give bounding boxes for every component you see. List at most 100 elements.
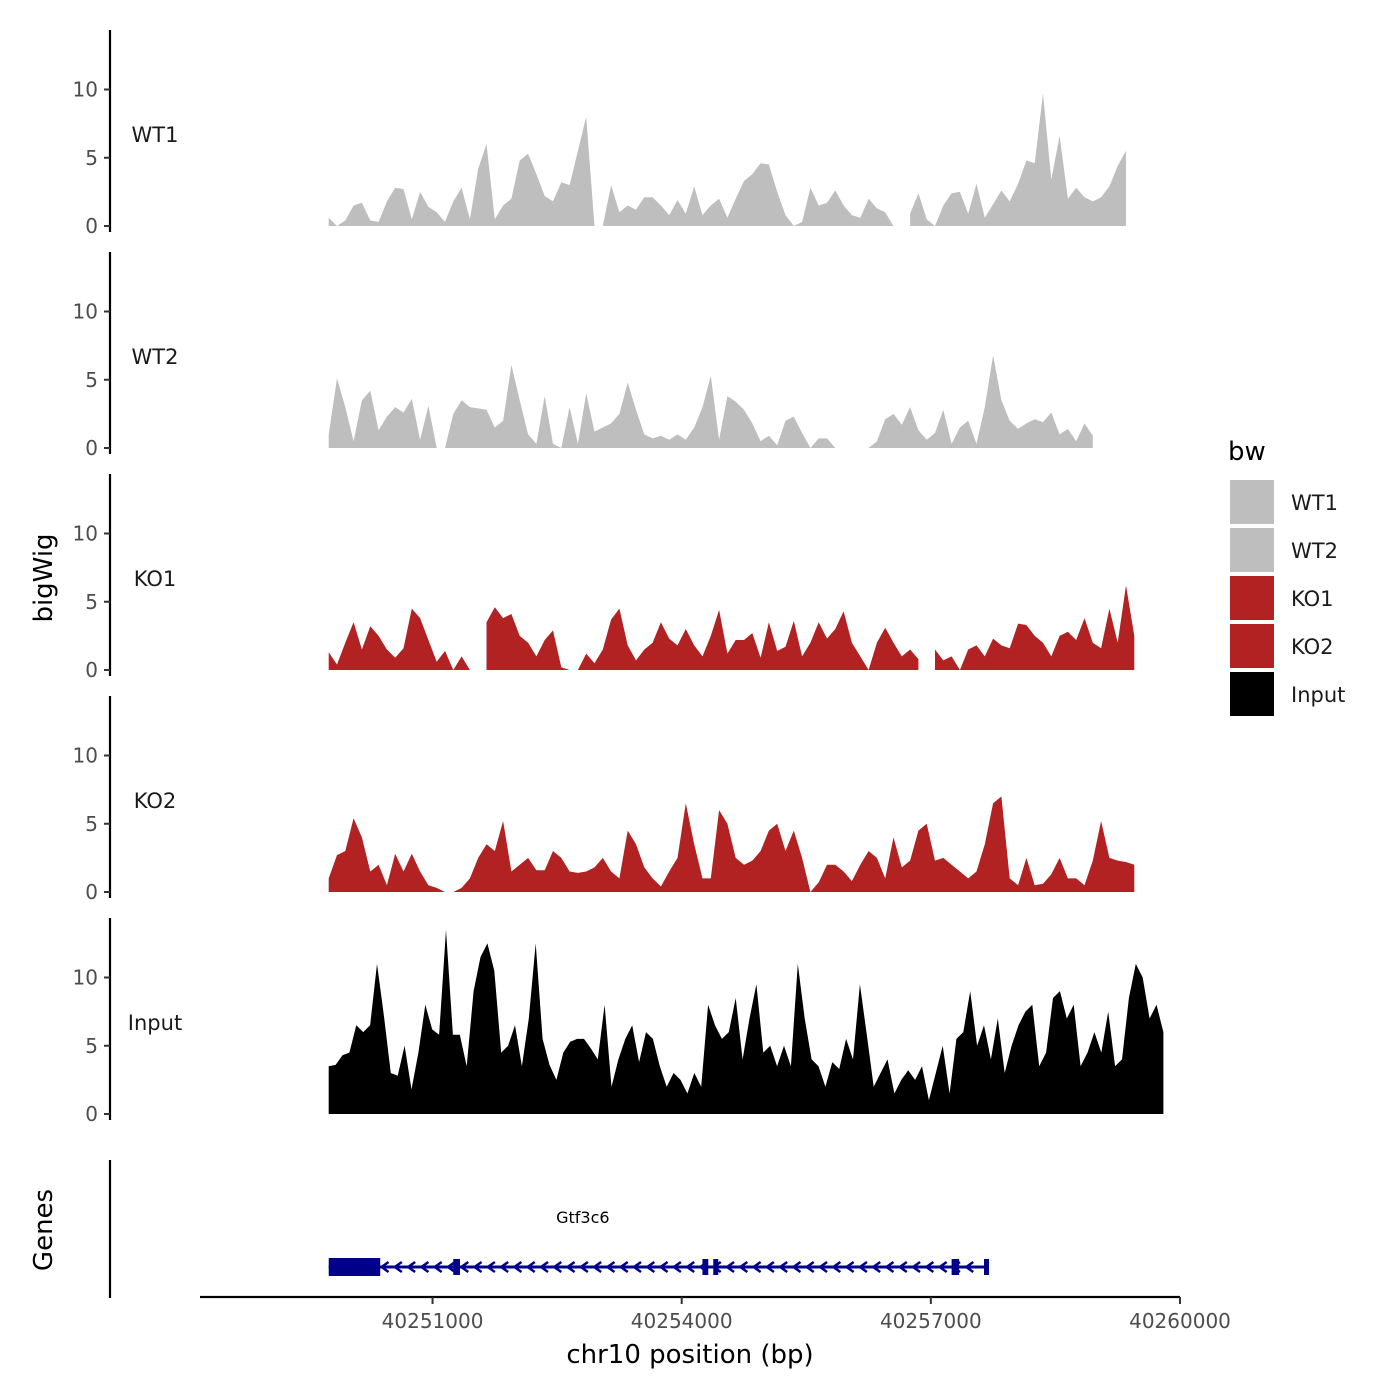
- area-wt1: [328, 93, 1126, 226]
- strand-chevron: [618, 1260, 629, 1274]
- gene-exon-3: [702, 1259, 709, 1275]
- legend-title: bw: [1228, 437, 1266, 467]
- strand-chevron: [565, 1260, 576, 1274]
- legend-label-input: Input: [1291, 683, 1345, 707]
- legend-label-ko1: KO1: [1291, 587, 1334, 611]
- strand-chevron: [924, 1260, 935, 1274]
- strand-chevron: [857, 1260, 868, 1274]
- strand-chevron: [804, 1260, 815, 1274]
- strand-chevron: [419, 1260, 430, 1274]
- strand-chevron: [578, 1260, 589, 1274]
- x-tick-label-40251000: 40251000: [382, 1309, 484, 1333]
- legend-key-ko1: [1230, 576, 1274, 620]
- y-tick-label-wt1-10: 10: [73, 78, 98, 102]
- x-axis: 40251000 40254000 40257000 40260000: [200, 1295, 1231, 1333]
- strand-chevron: [778, 1260, 788, 1274]
- strand-chevron: [498, 1260, 509, 1274]
- strand-chevron: [964, 1260, 974, 1274]
- track-input: 0 5 10 Input: [73, 918, 1164, 1126]
- area-wt2: [328, 355, 1093, 448]
- legend-label-wt2: WT2: [1291, 539, 1338, 563]
- x-tick-label-40254000: 40254000: [631, 1309, 733, 1333]
- legend-key-wt2: [1230, 528, 1274, 572]
- gene-exon-4: [713, 1259, 719, 1275]
- strand-chevron: [631, 1260, 642, 1274]
- track-label-wt1: WT1: [132, 123, 179, 147]
- strand-chevron: [552, 1260, 563, 1274]
- y-tick-label-ko2-10: 10: [73, 744, 98, 768]
- track-label-ko2: KO2: [134, 789, 177, 813]
- strand-chevron: [459, 1260, 469, 1274]
- strand-chevron: [592, 1260, 602, 1274]
- y-tick-label-wt1-0: 0: [85, 214, 98, 238]
- gene-exon-2: [453, 1259, 460, 1275]
- strand-chevron: [645, 1260, 656, 1274]
- y-tick-label-ko2-0: 0: [85, 880, 98, 904]
- strand-chevron: [831, 1260, 842, 1274]
- strand-chevron: [937, 1260, 948, 1274]
- track-label-input: Input: [128, 1011, 182, 1035]
- strand-chevron: [405, 1260, 416, 1274]
- strand-chevron: [897, 1260, 908, 1274]
- y-tick-label-ko1-5: 5: [85, 590, 98, 614]
- area-input: [328, 929, 1164, 1114]
- gene-label-gtf3c6: Gtf3c6: [556, 1208, 609, 1227]
- track-label-wt2: WT2: [132, 345, 179, 369]
- y-tick-label-wt2-10: 10: [73, 300, 98, 324]
- strand-chevron: [538, 1260, 549, 1274]
- area-ko1: [328, 585, 1135, 670]
- legend-label-wt1: WT1: [1291, 491, 1338, 515]
- x-axis-title: chr10 position (bp): [566, 1340, 813, 1370]
- track-ko1: 0 5 10 KO1: [73, 474, 1135, 682]
- track-ko2: 0 5 10 KO2: [73, 696, 1135, 904]
- legend-label-ko2: KO2: [1291, 635, 1334, 659]
- y-tick-label-input-0: 0: [85, 1102, 98, 1126]
- strand-chevron: [445, 1260, 456, 1274]
- y-tick-label-input-10: 10: [73, 966, 98, 990]
- strand-chevron: [685, 1260, 695, 1274]
- track-label-ko1: KO1: [134, 567, 177, 591]
- strand-chevron: [379, 1260, 390, 1274]
- strand-chevron: [658, 1260, 669, 1274]
- track-wt1: 0 5 10 WT1: [73, 30, 1126, 238]
- tracks-group: 0 5 10 WT1 0 5 10 WT2 0 5 10 KO1 0 5 10 KO2 0 5 10 Input: [73, 30, 1164, 1126]
- strand-chevron: [817, 1260, 828, 1274]
- strand-chevron: [910, 1260, 921, 1274]
- y-axis-title: bigWig: [29, 533, 59, 622]
- strand-chevron: [512, 1260, 523, 1274]
- strand-chevron: [764, 1260, 775, 1274]
- gene-exon-6: [984, 1259, 989, 1275]
- strand-chevron: [485, 1260, 496, 1274]
- y-tick-label-wt1-5: 5: [85, 146, 98, 170]
- legend: bw WT1 WT2 KO1 KO2 Input: [1228, 437, 1345, 716]
- strand-chevron: [724, 1260, 735, 1274]
- gene-exon-1: [328, 1258, 381, 1276]
- strand-chevron: [605, 1260, 616, 1274]
- x-tick-label-40260000: 40260000: [1129, 1309, 1231, 1333]
- strand-chevron: [525, 1260, 536, 1274]
- y-tick-label-wt2-0: 0: [85, 436, 98, 460]
- strand-chevron: [791, 1260, 802, 1274]
- strand-chevron: [738, 1260, 749, 1274]
- strand-chevron: [844, 1260, 855, 1274]
- y-tick-label-ko1-0: 0: [85, 658, 98, 682]
- strand-chevron: [392, 1260, 403, 1274]
- y-tick-label-input-5: 5: [85, 1034, 98, 1058]
- y-tick-label-ko1-10: 10: [73, 522, 98, 546]
- y-tick-label-wt2-5: 5: [85, 368, 98, 392]
- strand-chevron: [884, 1260, 895, 1274]
- y-tick-label-ko2-5: 5: [85, 812, 98, 836]
- legend-key-wt1: [1230, 480, 1274, 524]
- x-tick-label-40257000: 40257000: [880, 1309, 982, 1333]
- genes-axis-title: Genes: [29, 1189, 59, 1271]
- strand-chevron: [751, 1260, 762, 1274]
- track-wt2: 0 5 10 WT2: [73, 252, 1093, 460]
- strand-chevron: [671, 1260, 682, 1274]
- strand-chevron: [432, 1260, 443, 1274]
- strand-chevron: [871, 1260, 881, 1274]
- legend-key-input: [1230, 672, 1274, 716]
- area-ko2: [328, 796, 1135, 892]
- gene-track: Gtf3c6: [108, 1160, 989, 1298]
- legend-key-ko2: [1230, 624, 1274, 668]
